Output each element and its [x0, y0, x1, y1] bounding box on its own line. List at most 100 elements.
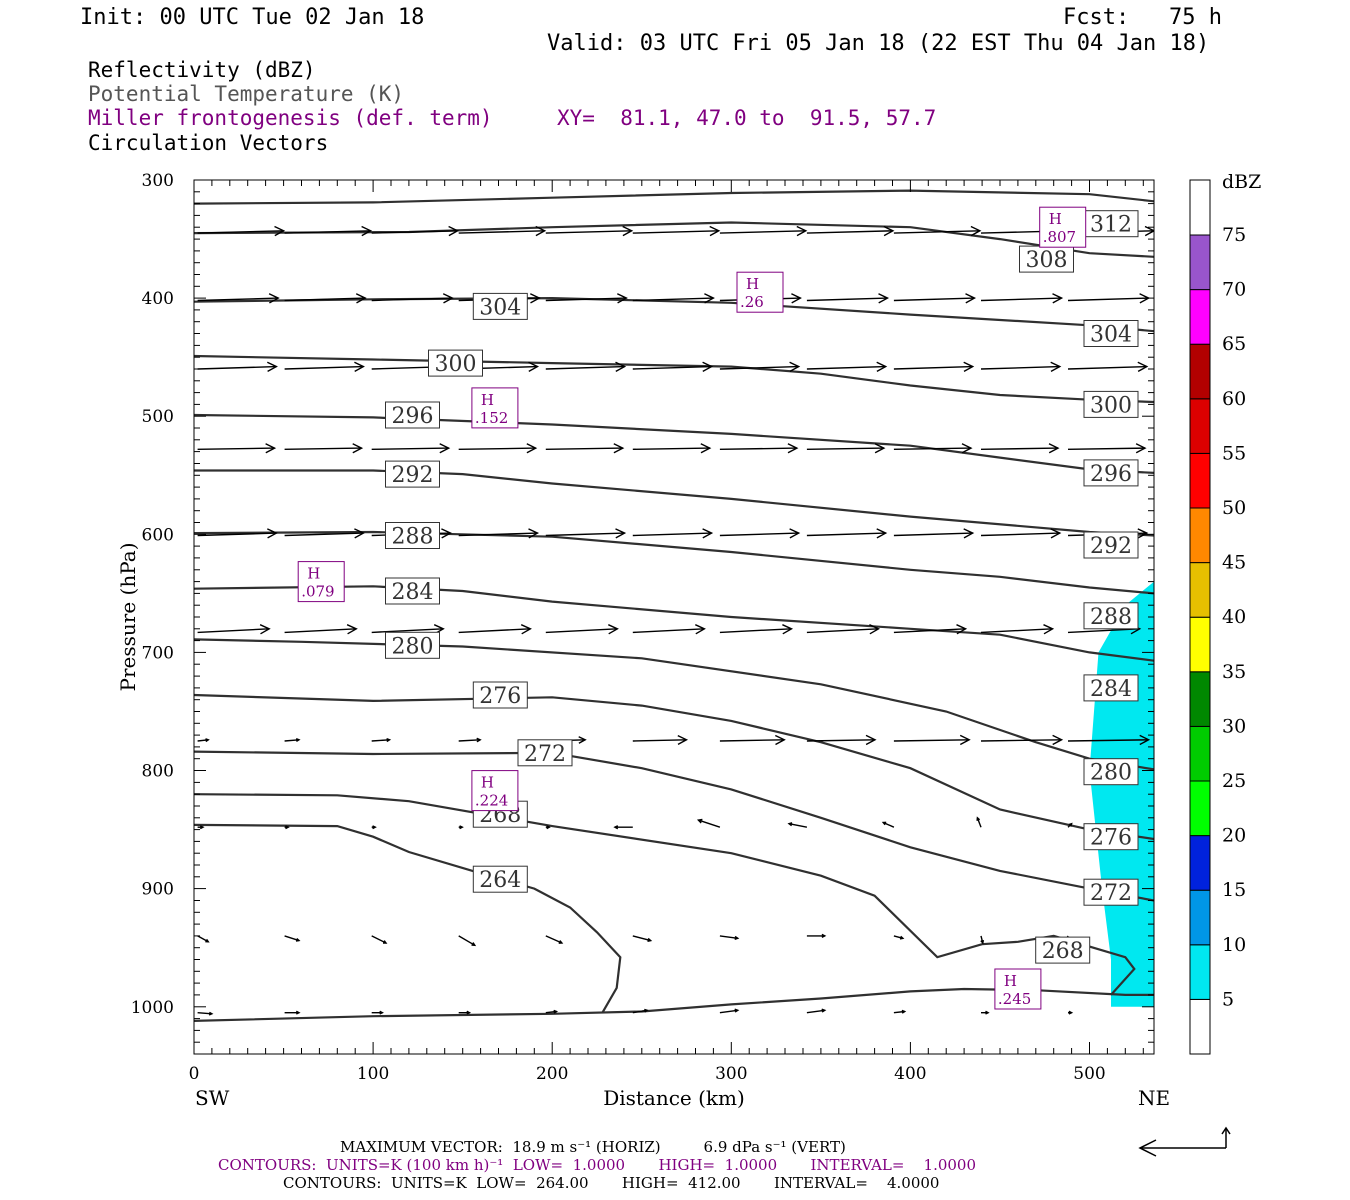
colorbar-label: 35	[1222, 661, 1246, 683]
circulation-vector	[980, 624, 1055, 635]
y-tick-label: 700	[142, 643, 174, 663]
x-tick-label: 100	[357, 1064, 389, 1084]
circulation-vector	[893, 443, 973, 454]
theta-label: 292	[385, 460, 440, 488]
theta-label: 300	[1083, 390, 1139, 418]
circulation-vector	[893, 624, 968, 635]
svg-text:.079: .079	[301, 583, 334, 601]
circulation-vector	[545, 528, 627, 539]
circulation-vector	[458, 225, 547, 237]
circulation-vector	[458, 737, 482, 743]
theta-contour-296	[194, 413, 1154, 474]
svg-text:300: 300	[1090, 393, 1132, 418]
theta-contour-292	[194, 469, 1154, 537]
circulation-vector	[284, 293, 367, 304]
x-tick-label: 200	[536, 1064, 568, 1084]
svg-text:H: H	[307, 565, 320, 583]
theta-contour-308	[194, 221, 1154, 258]
circulation-vector	[806, 443, 886, 454]
svg-text:280: 280	[392, 634, 434, 659]
colorbar-label: 70	[1222, 279, 1246, 301]
circulation-vector	[806, 933, 827, 939]
colorbar-segment	[1189, 725, 1211, 782]
circulation-vector	[806, 293, 890, 304]
svg-text:276: 276	[479, 684, 521, 709]
svg-text:276: 276	[1090, 826, 1132, 851]
circulation-vector	[893, 734, 971, 746]
colorbar-label: 20	[1222, 825, 1246, 847]
circulation-vector	[371, 737, 392, 743]
colorbar-label: 65	[1222, 333, 1246, 355]
circulation-vector	[545, 825, 551, 830]
valid-time: Valid: 03 UTC Fri 05 Jan 18 (22 EST Thu …	[547, 31, 1210, 56]
circulation-vector	[1067, 443, 1147, 454]
circulation-vector	[981, 1010, 990, 1015]
theta-label: 312	[1083, 210, 1139, 238]
circulation-vector	[719, 734, 786, 746]
plot-frame	[193, 179, 1155, 1055]
circulation-vector	[545, 361, 627, 373]
circulation-vector	[458, 935, 477, 947]
theta-label: 296	[1083, 459, 1139, 487]
theta-contour-264	[194, 823, 622, 1014]
theta-label: 280	[385, 631, 440, 659]
svg-text:268: 268	[1042, 939, 1084, 964]
theta-contour-312	[194, 189, 1154, 205]
circulation-vector	[197, 293, 280, 304]
circulation-vector	[284, 361, 365, 373]
colorbar-segment	[1189, 234, 1211, 291]
circulation-vector	[1068, 1010, 1074, 1015]
theta-label: 308	[1019, 245, 1074, 273]
frontogenesis-high: H.152	[471, 387, 519, 429]
theta-label: 292	[1083, 531, 1139, 559]
theta-label: 288	[1083, 602, 1139, 630]
svg-text:312: 312	[1090, 213, 1132, 238]
colorbar-segment	[1189, 998, 1211, 1055]
circulation-vector	[1067, 734, 1151, 746]
circulation-vector	[806, 225, 895, 237]
y-tick-label: 500	[142, 407, 174, 427]
circulation-vector	[284, 225, 373, 237]
colorbar-label: 45	[1222, 552, 1246, 574]
colorbar-segment	[1189, 562, 1211, 618]
colorbar-label: 15	[1222, 879, 1246, 901]
colorbar-label: 75	[1222, 224, 1246, 246]
svg-text:296: 296	[392, 404, 434, 429]
circulation-vector	[458, 1010, 472, 1015]
circulation-vector	[719, 361, 801, 373]
colorbar-label: 5	[1222, 988, 1234, 1010]
circulation-vector	[980, 734, 1064, 746]
svg-text:300: 300	[435, 352, 477, 377]
circulation-vector	[632, 528, 714, 539]
svg-text:.152: .152	[475, 409, 508, 427]
circulation-vector	[371, 443, 451, 454]
left-end-label: SW	[195, 1086, 230, 1110]
y-axis-title: Pressure (hPa)	[116, 543, 140, 692]
circulation-vector	[719, 624, 794, 635]
colorbar-label: 10	[1222, 934, 1246, 956]
circulation-vector	[197, 1011, 214, 1016]
circulation-vector	[545, 443, 625, 454]
circulation-vector	[545, 225, 634, 237]
theta-label: 304	[472, 292, 528, 320]
y-tick-label: 1000	[131, 998, 174, 1018]
svg-text:H: H	[481, 774, 494, 792]
circulation-vector	[719, 1008, 740, 1014]
colorbar-segment	[1189, 671, 1211, 727]
theta-contour-272	[194, 750, 1154, 902]
circulation-vector	[1067, 361, 1149, 373]
colorbar-segment	[1189, 507, 1211, 564]
circulation-vector	[806, 361, 888, 373]
circulation-vector	[980, 293, 1064, 304]
y-tick-label: 400	[142, 289, 174, 309]
svg-text:296: 296	[1090, 462, 1132, 487]
theta-label: 268	[1035, 936, 1091, 964]
colorbar-label: 55	[1222, 442, 1246, 464]
theta-label: 284	[1083, 674, 1139, 702]
cross-section-endpoints: XY= 81.1, 47.0 to 91.5, 57.7	[557, 106, 937, 130]
theta-contour-268	[194, 793, 1136, 996]
init-time: Init: 00 UTC Tue 02 Jan 18	[80, 5, 425, 30]
circulation-vector	[1067, 822, 1073, 828]
circulation-vector	[696, 818, 721, 828]
circulation-vector	[458, 825, 464, 830]
